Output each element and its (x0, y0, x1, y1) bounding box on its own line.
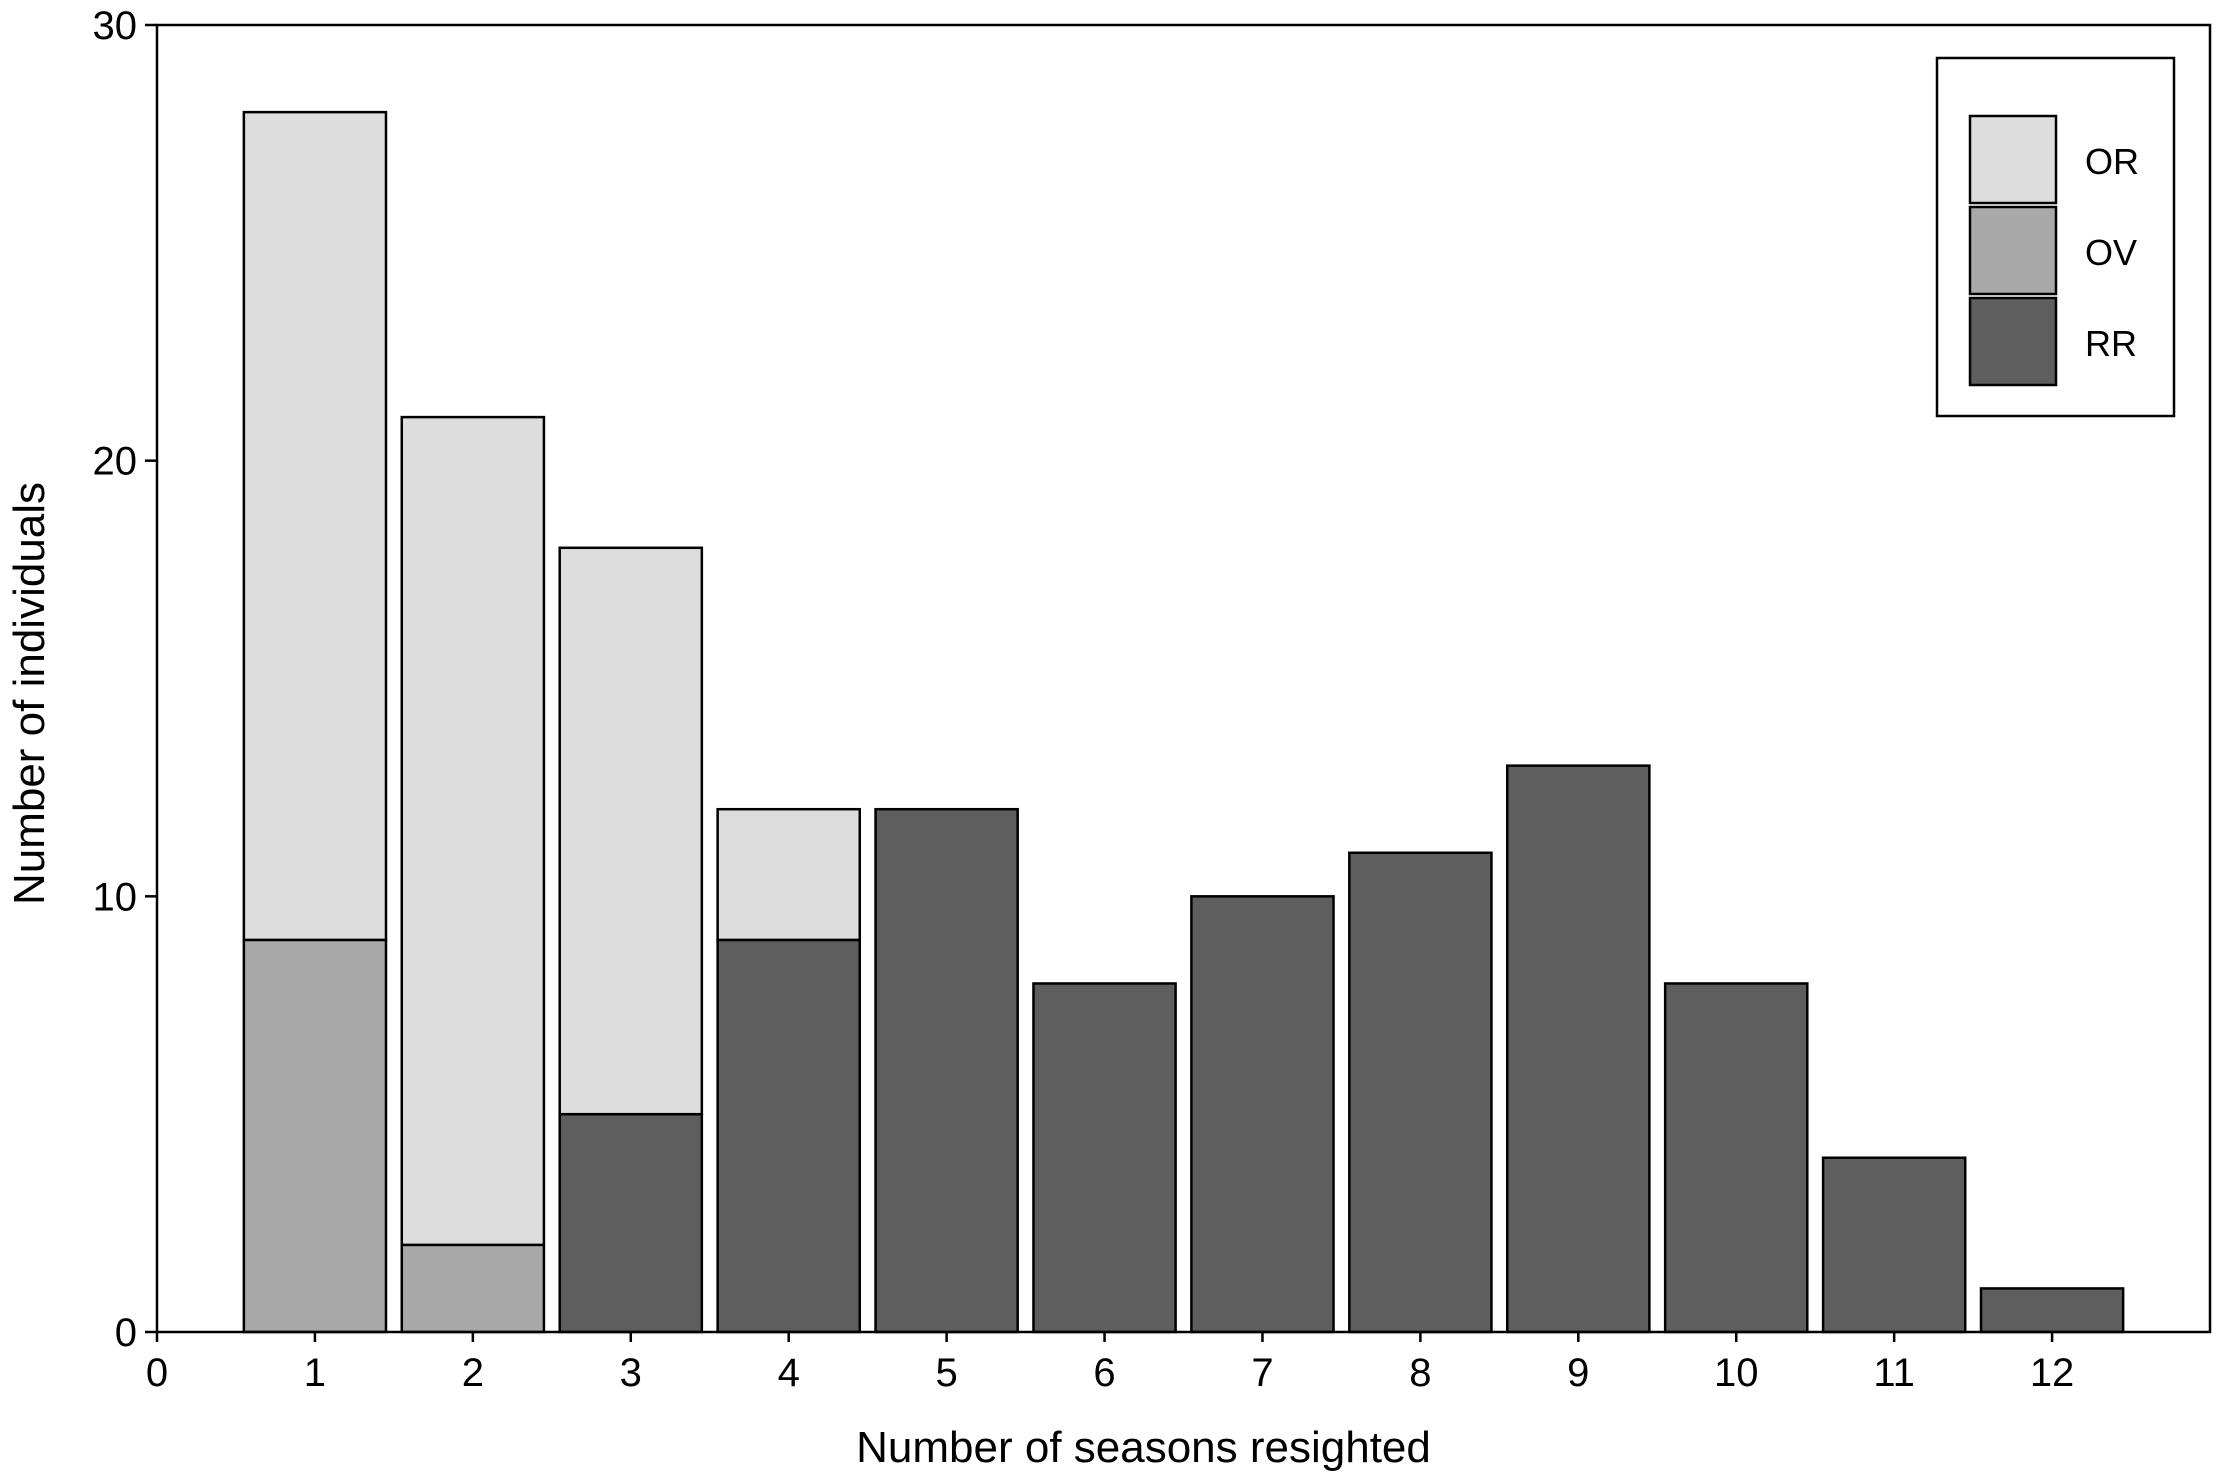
legend: OR OV RR (1935, 56, 2176, 418)
legend-label-or: OR (2085, 141, 2139, 182)
x-tick-label-9: 9 (1567, 1351, 1589, 1395)
bars-group (242, 110, 2125, 1334)
bar-rr-3 (558, 1112, 704, 1334)
bar-rr-4 (716, 938, 862, 1334)
x-axis: 0 1 2 3 4 5 6 7 8 9 10 11 12 (146, 1332, 2074, 1395)
bar-or-4 (716, 807, 862, 942)
bar-rr-7 (1190, 895, 1335, 1334)
x-tick-label-1: 1 (304, 1351, 326, 1395)
x-tick-label-5: 5 (935, 1351, 957, 1395)
bar-rr-11 (1821, 1156, 1967, 1334)
x-tick-label-3: 3 (620, 1351, 642, 1395)
bar-rr-6 (1032, 982, 1177, 1334)
x-axis-title: Number of seasons resighted (856, 1423, 1431, 1472)
bar-or-1 (242, 110, 388, 942)
y-tick-label-0: 0 (115, 1311, 137, 1355)
y-axis-title: Number of individuals (5, 482, 54, 905)
y-tick-label-10: 10 (93, 875, 138, 919)
bar-rr-12 (1979, 1287, 2125, 1334)
bar-or-3 (558, 546, 704, 1116)
y-axis: 0 10 20 30 (93, 4, 157, 1355)
bar-rr-10 (1663, 982, 1809, 1334)
x-tick-label-11: 11 (1873, 1351, 1915, 1395)
legend-swatch-or (1968, 114, 2058, 205)
x-tick-label-8: 8 (1409, 1351, 1431, 1395)
y-tick-label-30: 30 (93, 4, 138, 48)
legend-swatch-ov (1968, 205, 2058, 296)
bar-rr-9 (1505, 764, 1651, 1334)
x-tick-label-4: 4 (778, 1351, 800, 1395)
bar-ov-2 (400, 1243, 546, 1334)
x-tick-label-2: 2 (462, 1351, 484, 1395)
x-tick-label-12: 12 (2030, 1351, 2075, 1395)
legend-swatch-rr (1968, 296, 2058, 387)
x-tick-label-6: 6 (1093, 1351, 1115, 1395)
legend-label-ov: OV (2085, 232, 2137, 273)
bar-ov-1 (242, 938, 388, 1334)
bar-rr-8 (1348, 851, 1493, 1334)
bar-rr-5 (874, 807, 1019, 1334)
plot-frame (155, 23, 2212, 1334)
legend-label-rr: RR (2085, 323, 2137, 364)
x-tick-label-10: 10 (1714, 1351, 1759, 1395)
bar-or-2 (400, 415, 546, 1247)
x-tick-label-7: 7 (1251, 1351, 1273, 1395)
x-tick-label-0: 0 (146, 1351, 168, 1395)
y-tick-label-20: 20 (93, 440, 138, 484)
